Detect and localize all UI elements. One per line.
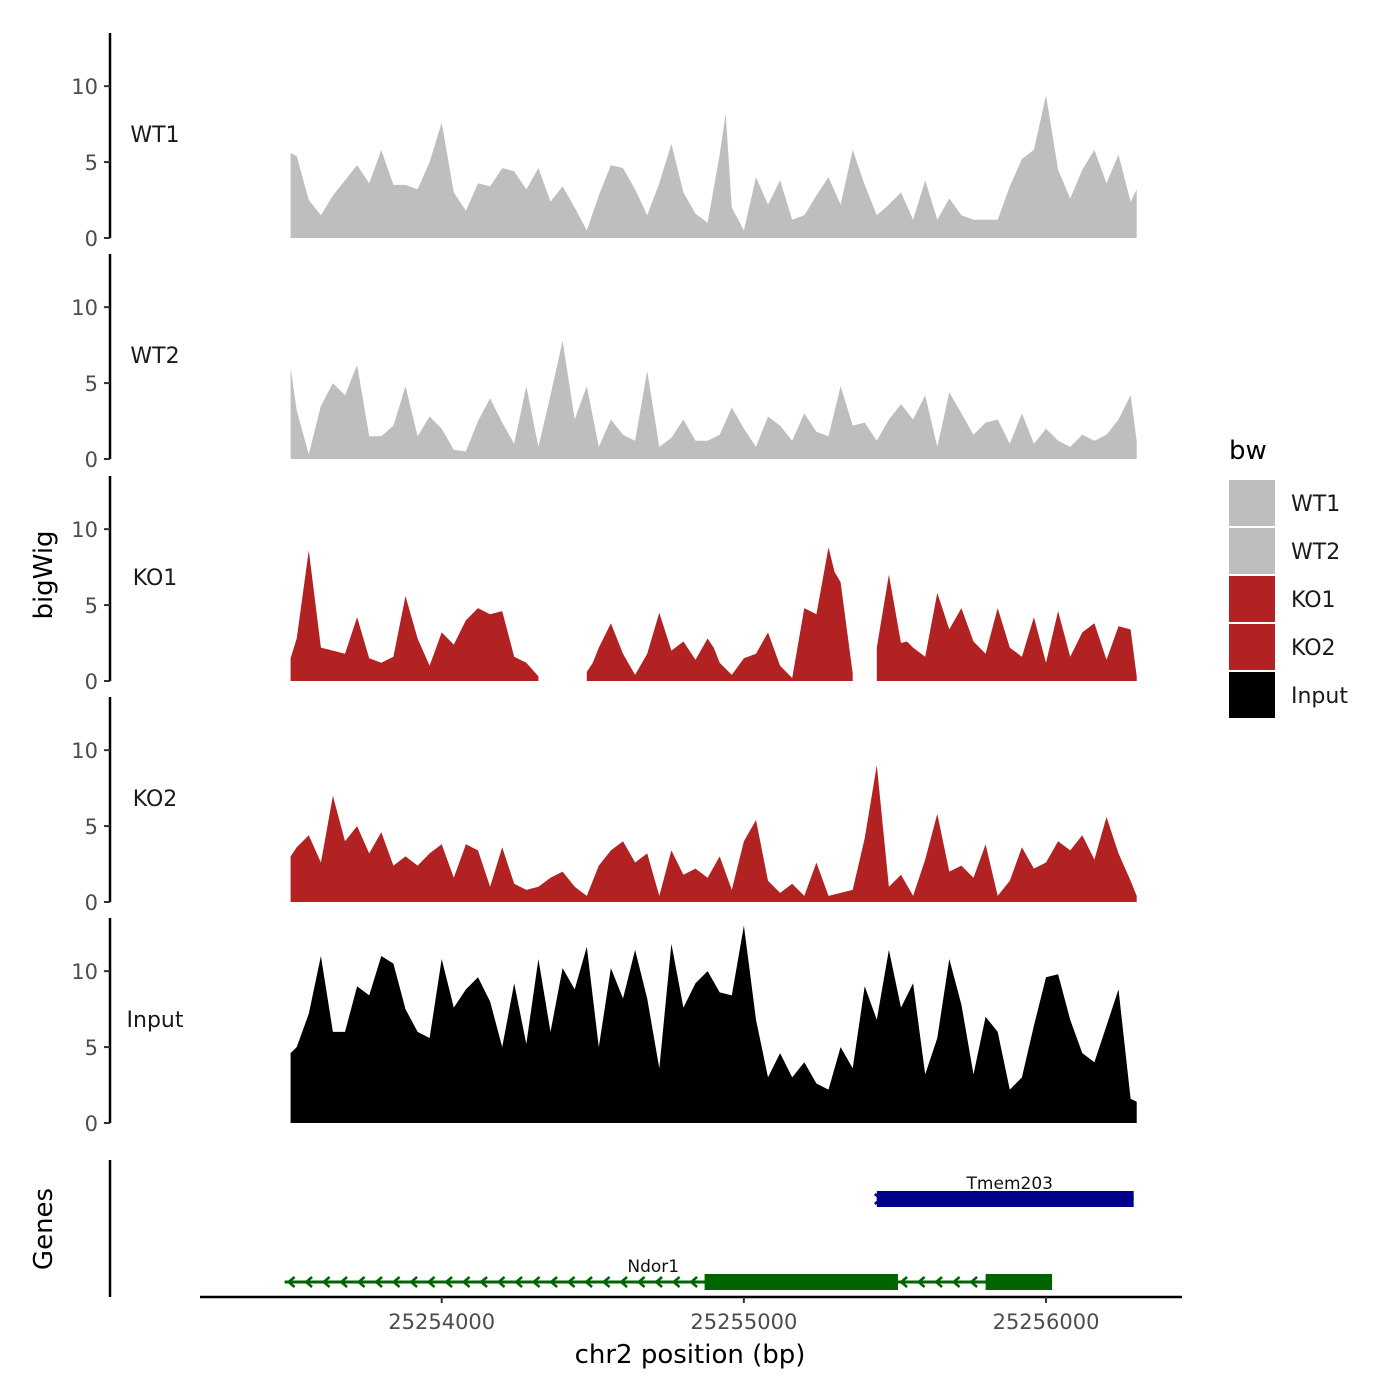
strand-arrow [444, 1276, 453, 1288]
strand-arrow [969, 1276, 978, 1288]
strand-arrow [951, 1276, 961, 1288]
legend-key-wt1 [1229, 480, 1275, 526]
legend-title: bw [1229, 436, 1267, 466]
area-input-0 [290, 925, 1137, 1123]
legend-label-wt2: WT2 [1291, 540, 1340, 565]
panel-input: 0 5 10 Input [71, 918, 1137, 1136]
area-wt2-0 [290, 340, 1137, 459]
y-tick-label: 0 [85, 448, 98, 472]
genes-axis-title: Genes [29, 1188, 59, 1270]
panel-label-input: Input [127, 1008, 184, 1033]
panel-label-wt1: WT1 [130, 123, 179, 148]
panel-ko2: 0 5 10 KO2 [71, 697, 1137, 915]
y-tick-label: 10 [71, 739, 98, 763]
strand-arrow [584, 1276, 593, 1288]
panel-ko1: 0 5 10 KO1 [71, 476, 1137, 694]
strand-arrow [339, 1276, 348, 1288]
legend-key-ko1 [1229, 576, 1275, 622]
area-ko1-1 [586, 547, 853, 681]
area-ko1-0 [290, 550, 539, 681]
legend-label-wt1: WT1 [1291, 492, 1340, 517]
strand-arrow [601, 1276, 611, 1288]
panel-wt2: 0 5 10 WT2 [71, 254, 1137, 472]
strand-arrow [899, 1276, 908, 1288]
strand-arrow [549, 1276, 558, 1288]
coverage-panels: 0 5 10 WT1 0 5 10 WT2 0 5 10 KO1 0 5 10 KO2 0 5 10 Input [71, 33, 1137, 1136]
x-axis: 25254000 25255000 25256000 [200, 1295, 1182, 1334]
y-tick-label: 5 [85, 815, 98, 839]
y-tick-label: 10 [71, 296, 98, 320]
strand-arrow [374, 1276, 383, 1288]
y-tick-label: 0 [85, 891, 98, 915]
strand-arrow [689, 1276, 698, 1288]
strand-arrow [496, 1276, 506, 1288]
strand-arrow [916, 1276, 926, 1288]
strand-arrow [636, 1276, 646, 1288]
legend-label-input: Input [1291, 684, 1348, 709]
y-axis-title: bigWig [29, 530, 59, 619]
panel-label-ko1: KO1 [133, 566, 178, 591]
gene-label: Ndor1 [627, 1257, 679, 1277]
strand-arrow [391, 1276, 401, 1288]
gene-exon [985, 1274, 1053, 1290]
y-tick-label: 0 [85, 670, 98, 694]
gene-tmem203: Tmem203 [874, 1174, 1134, 1207]
gene-exon [876, 1191, 1134, 1207]
strand-arrow [619, 1276, 628, 1288]
y-tick-label: 10 [71, 518, 98, 542]
strand-arrow [514, 1276, 523, 1288]
strand-arrow [304, 1276, 313, 1288]
strand-arrow [671, 1276, 681, 1288]
strand-arrow [461, 1276, 471, 1288]
gene-label: Tmem203 [966, 1174, 1053, 1194]
strand-arrow [934, 1276, 943, 1288]
gene-ndor1: Ndor1 [284, 1257, 1053, 1290]
strand-arrow [426, 1276, 436, 1288]
y-tick-label: 5 [85, 151, 98, 175]
area-ko1-2 [876, 574, 1137, 681]
x-tick-label: 25255000 [690, 1310, 797, 1334]
y-tick-label: 5 [85, 594, 98, 618]
y-tick-label: 0 [85, 227, 98, 251]
x-tick-label: 25256000 [993, 1310, 1100, 1334]
panel-wt1: 0 5 10 WT1 [71, 33, 1137, 251]
strand-arrow [409, 1276, 418, 1288]
x-axis-title: chr2 position (bp) [575, 1340, 806, 1370]
strand-arrow [321, 1276, 331, 1288]
strand-arrow [286, 1276, 296, 1288]
y-tick-label: 10 [71, 960, 98, 984]
strand-arrow [479, 1276, 488, 1288]
strand-arrow [566, 1276, 576, 1288]
legend-key-input [1229, 672, 1275, 718]
strand-arrow [356, 1276, 366, 1288]
area-ko2-0 [290, 765, 1137, 902]
legend-key-ko2 [1229, 624, 1275, 670]
strand-arrow [531, 1276, 541, 1288]
x-tick-label: 25254000 [388, 1310, 495, 1334]
genes-track: Tmem203 Ndor1 [108, 1160, 1134, 1297]
panel-label-ko2: KO2 [133, 787, 178, 812]
legend-key-wt2 [1229, 528, 1275, 574]
legend-label-ko1: KO1 [1291, 588, 1336, 613]
legend-label-ko2: KO2 [1291, 636, 1336, 661]
y-tick-label: 10 [71, 75, 98, 99]
y-tick-label: 5 [85, 1036, 98, 1060]
legend: bw WT1 WT2 KO1 KO2 Input [1229, 436, 1348, 718]
gene-exon [704, 1274, 898, 1290]
panel-label-wt2: WT2 [130, 344, 179, 369]
y-tick-label: 0 [85, 1112, 98, 1136]
area-wt1-0 [290, 95, 1137, 238]
y-tick-label: 5 [85, 372, 98, 396]
strand-arrow [654, 1276, 663, 1288]
